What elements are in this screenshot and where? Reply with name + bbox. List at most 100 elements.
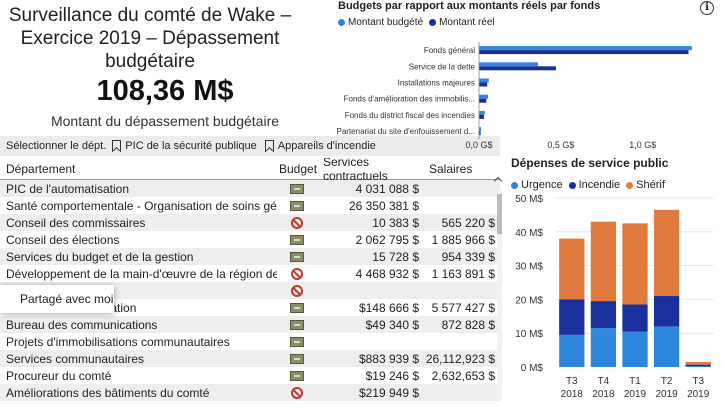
spending-x-tick-label: T3 bbox=[692, 376, 704, 387]
cell-budget bbox=[277, 216, 317, 229]
legend-budgeted[interactable]: Montant budgété bbox=[338, 17, 423, 28]
legend-dot-icon bbox=[338, 19, 345, 26]
legend-label: Montant budgété bbox=[348, 17, 424, 28]
fund-x-tick-label: 1,0 G$ bbox=[629, 140, 656, 150]
spending-bar-segment bbox=[590, 328, 617, 367]
cell-budget bbox=[277, 370, 317, 381]
budget-ok-icon bbox=[290, 370, 304, 381]
department-slicer: Sélectionner le dépt. PIC de la sécurité… bbox=[0, 136, 500, 156]
legend-dot-icon bbox=[511, 181, 518, 189]
table-row[interactable] bbox=[0, 282, 500, 299]
column-header-salaries[interactable]: Salaires bbox=[429, 161, 473, 176]
table-row[interactable]: Santé comportementale - Organisation de … bbox=[0, 197, 500, 214]
title-line-1: Surveillance du comté de Wake – bbox=[8, 5, 292, 26]
table-row[interactable]: Développement de la main-d'œuvre de la r… bbox=[0, 265, 500, 282]
spending-x-tick-label: 2019 bbox=[687, 389, 710, 400]
table-row[interactable]: Procureur du comté $19 246 $ 2,632,653 $ bbox=[0, 367, 500, 384]
cell-budget bbox=[277, 386, 317, 399]
table-row[interactable]: Services du budget et de la gestion 15 72… bbox=[0, 248, 500, 265]
scrollbar-thumb[interactable] bbox=[497, 194, 502, 234]
legend-urgence[interactable]: Urgence bbox=[511, 179, 563, 191]
cell-services: $219 949 $ bbox=[358, 385, 419, 400]
table-row[interactable]: PIC de l'automatisation 4 031 088 $ bbox=[0, 180, 500, 197]
bookmark-icon bbox=[264, 140, 274, 152]
cell-budget bbox=[277, 234, 317, 245]
cell-services: 4 468 932 $ bbox=[355, 266, 419, 281]
fund-bar bbox=[479, 66, 556, 71]
spending-bar-segment bbox=[685, 361, 711, 365]
info-icon[interactable]: i bbox=[700, 1, 714, 15]
table-scrollbar[interactable] bbox=[497, 190, 502, 400]
cell-budget bbox=[277, 251, 317, 262]
cell-services: 26 350 381 $ bbox=[348, 198, 419, 213]
cell-salaries: 872 828 $ bbox=[441, 317, 495, 332]
cell-department: Améliorations des bâtiments du comté bbox=[6, 385, 210, 400]
spending-x-tick-label: 2019 bbox=[624, 389, 647, 400]
department-table: Département Budget Services contractuels… bbox=[0, 158, 500, 414]
cell-salaries: 1 885 966 $ bbox=[431, 232, 495, 247]
spending-bar-segment bbox=[559, 299, 585, 335]
spending-y-tick-label: 40 M$ bbox=[515, 228, 543, 239]
fund-bar bbox=[479, 46, 692, 51]
dashboard-title: Surveillance du comté de Wake – Exercice… bbox=[0, 4, 300, 73]
fund-bar bbox=[479, 94, 489, 99]
fund-bar bbox=[479, 127, 481, 132]
cell-department: Bureau des communications bbox=[6, 317, 158, 332]
cell-salaries: 1 163 891 $ bbox=[431, 266, 495, 281]
legend-dot-icon bbox=[568, 181, 576, 189]
slicer-option-fire-apparatus[interactable]: Appareils d'incendie bbox=[264, 140, 376, 152]
cell-services: $19 246 $ bbox=[365, 368, 419, 383]
budget-ok-icon bbox=[290, 251, 304, 262]
shared-with-me-tooltip[interactable]: Partagé avec moi bbox=[0, 285, 114, 313]
spending-bar-segment bbox=[559, 334, 585, 367]
cell-department: Projets d'immobilisations communautaires bbox=[6, 334, 230, 349]
spending-y-tick-label: 0 M$ bbox=[521, 363, 544, 374]
legend-label: Urgence bbox=[521, 179, 563, 191]
slicer-option-public-safety[interactable]: PIC de la sécurité publique bbox=[112, 140, 257, 152]
spending-y-tick-label: 20 M$ bbox=[515, 295, 543, 306]
cell-services: $49 340 $ bbox=[365, 317, 419, 332]
legend-actual[interactable]: Montant réel bbox=[429, 17, 495, 28]
kpi-label: Montant du dépassement budgétaire bbox=[50, 113, 280, 129]
table-row[interactable]: Projets d'immobilisations communautaires bbox=[0, 333, 500, 350]
cell-budget bbox=[277, 353, 317, 364]
spending-bar-segment bbox=[590, 221, 617, 302]
legend-dot-icon bbox=[626, 181, 634, 189]
cell-budget bbox=[277, 284, 317, 297]
fund-category-label: Fonds général bbox=[424, 46, 475, 55]
legend-sherif[interactable]: Shérif bbox=[626, 179, 665, 191]
table-row[interactable]: Conseil des élections 2 062 795 $ 1 885 96… bbox=[0, 231, 500, 248]
fund-category-label: Partenariat du site d'enfouissement d... bbox=[337, 127, 476, 136]
table-row[interactable]: Améliorations des bâtiments du comté $219… bbox=[0, 384, 500, 401]
cell-budget bbox=[277, 200, 317, 211]
column-header-services[interactable]: Services contractuels bbox=[323, 158, 388, 183]
fund-bar bbox=[479, 62, 538, 67]
fund-chart-legend: Montant budgété Montant réel bbox=[338, 17, 501, 28]
column-header-budget[interactable]: Budget bbox=[279, 161, 318, 176]
cell-salaries: 5 577 427 $ bbox=[431, 300, 495, 315]
fund-category-label: Service de la dette bbox=[409, 62, 476, 71]
budget-ok-icon bbox=[290, 319, 304, 330]
table-row[interactable]: Bureau des communications $49 340 $ 872 82… bbox=[0, 316, 500, 333]
cell-budget bbox=[277, 267, 317, 280]
cell-department: Services du budget et de la gestion bbox=[6, 249, 194, 264]
title-line-2: Exercice 2019 – Dépassement bbox=[20, 28, 280, 49]
fund-category-label: Fonds du district fiscal des incendies bbox=[345, 111, 475, 120]
cell-services: 15 728 $ bbox=[372, 249, 419, 264]
cell-budget bbox=[277, 319, 317, 330]
cell-services: $148 666 $ bbox=[358, 300, 419, 315]
fund-bar bbox=[479, 50, 689, 55]
spending-x-tick-label: 2018 bbox=[561, 389, 584, 400]
table-row[interactable]: Conseil des commissaires 10 383 $ 565 220 … bbox=[0, 214, 500, 231]
legend-label: Montant réel bbox=[439, 17, 495, 28]
spending-bar-segment bbox=[590, 301, 617, 329]
cell-department: Santé comportementale - Organisation de … bbox=[6, 198, 277, 213]
table-row[interactable]: Services communautaires $883 939 $ 26,112,… bbox=[0, 350, 500, 367]
column-header-department[interactable]: Département bbox=[6, 161, 76, 176]
cell-department: Conseil des commissaires bbox=[6, 215, 146, 230]
cell-department: Services communautaires bbox=[6, 351, 145, 366]
kpi-value: 108,36 M$ bbox=[96, 75, 234, 107]
cell-department: Développement de la main-d'œuvre de la r… bbox=[6, 266, 277, 281]
cell-department: Procureur du comté bbox=[6, 368, 112, 383]
legend-incendie[interactable]: Incendie bbox=[568, 179, 620, 191]
